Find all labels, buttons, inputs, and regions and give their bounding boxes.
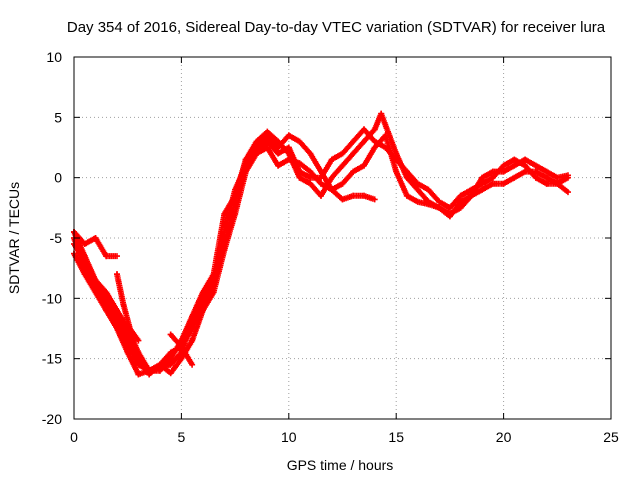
x-tick-label: 0 (70, 429, 78, 445)
series-track-3 (71, 132, 571, 374)
x-tick-label: 15 (388, 429, 404, 445)
grid-lines (74, 57, 611, 419)
y-axis-label: SDTVAR / TECUs (6, 182, 22, 294)
series-track-6 (114, 271, 142, 344)
x-tick-label: 10 (281, 429, 297, 445)
y-tick-label: -15 (42, 351, 62, 367)
series-trace (71, 110, 571, 378)
x-axis-label: GPS time / hours (287, 457, 394, 473)
series-track-4 (71, 126, 571, 374)
y-tick-label: -20 (42, 411, 62, 427)
series-trace (167, 331, 196, 368)
series-trace (71, 132, 571, 374)
series-trace (71, 126, 571, 374)
y-tick-label: 10 (46, 49, 62, 65)
data-layer (71, 110, 571, 378)
x-tick-label: 20 (496, 429, 512, 445)
series-track-7 (167, 331, 196, 368)
y-tick-label: 5 (54, 109, 62, 125)
x-tick-label: 25 (603, 429, 619, 445)
y-tick-label: 0 (54, 170, 62, 186)
x-tick-label: 5 (178, 429, 186, 445)
series-track-2 (71, 110, 571, 378)
y-tick-label: -5 (50, 230, 63, 246)
axis-ticks: 0 5 10 15 20 25 -20 -15 -10 -5 0 5 10 (42, 49, 619, 445)
series-trace (114, 271, 142, 344)
chart-title: Day 354 of 2016, Sidereal Day-to-day VTE… (67, 19, 606, 36)
y-tick-label: -10 (42, 290, 62, 306)
series-track-5 (71, 229, 120, 260)
